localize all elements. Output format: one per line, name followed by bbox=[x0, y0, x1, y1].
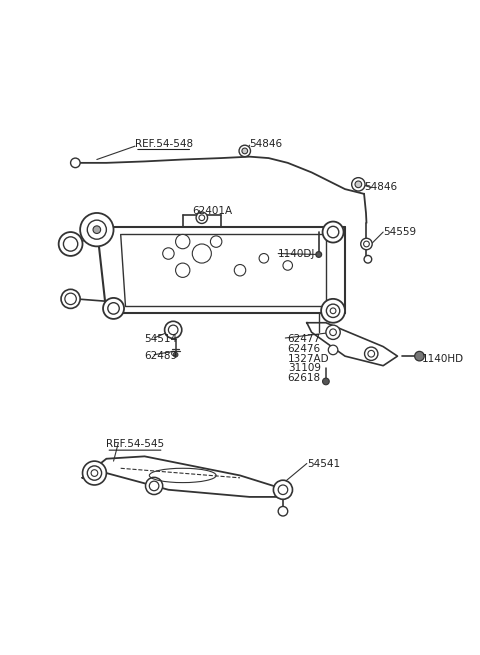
Circle shape bbox=[328, 345, 338, 355]
Text: 54846: 54846 bbox=[250, 139, 283, 149]
Circle shape bbox=[326, 304, 340, 318]
Circle shape bbox=[196, 212, 207, 223]
Circle shape bbox=[87, 220, 107, 239]
Polygon shape bbox=[307, 323, 397, 365]
Text: 1327AD: 1327AD bbox=[288, 354, 329, 364]
Circle shape bbox=[330, 308, 336, 314]
Circle shape bbox=[352, 178, 365, 191]
Circle shape bbox=[93, 226, 101, 233]
Circle shape bbox=[283, 261, 292, 271]
Circle shape bbox=[65, 293, 76, 305]
Circle shape bbox=[199, 215, 204, 221]
Circle shape bbox=[361, 238, 372, 250]
Circle shape bbox=[278, 485, 288, 495]
Circle shape bbox=[63, 237, 78, 251]
Text: 62401A: 62401A bbox=[192, 206, 232, 215]
Circle shape bbox=[163, 248, 174, 259]
Circle shape bbox=[242, 148, 248, 154]
Text: 31109: 31109 bbox=[288, 363, 321, 373]
Circle shape bbox=[326, 325, 340, 339]
Circle shape bbox=[415, 351, 424, 361]
Text: REF.54-545: REF.54-545 bbox=[107, 440, 165, 449]
Circle shape bbox=[327, 227, 339, 238]
Text: 62477: 62477 bbox=[288, 335, 321, 345]
Circle shape bbox=[176, 234, 190, 249]
Circle shape bbox=[59, 232, 83, 256]
Circle shape bbox=[145, 477, 163, 495]
Text: 62476: 62476 bbox=[288, 344, 321, 354]
Circle shape bbox=[323, 221, 344, 242]
Text: REF.54-548: REF.54-548 bbox=[135, 139, 193, 149]
Circle shape bbox=[364, 347, 378, 360]
Circle shape bbox=[149, 481, 159, 491]
Text: 62618: 62618 bbox=[288, 373, 321, 383]
Circle shape bbox=[210, 236, 222, 248]
Circle shape bbox=[108, 303, 119, 314]
Circle shape bbox=[259, 253, 269, 263]
Circle shape bbox=[239, 145, 251, 157]
Circle shape bbox=[168, 325, 178, 335]
Text: 54514: 54514 bbox=[144, 335, 178, 345]
Circle shape bbox=[173, 352, 178, 357]
Circle shape bbox=[80, 213, 114, 246]
Circle shape bbox=[83, 461, 107, 485]
Circle shape bbox=[103, 298, 124, 319]
Circle shape bbox=[323, 378, 329, 384]
Circle shape bbox=[91, 470, 98, 476]
Text: 1140DJ: 1140DJ bbox=[278, 248, 315, 259]
Circle shape bbox=[61, 290, 80, 309]
Text: 54541: 54541 bbox=[307, 458, 340, 468]
Circle shape bbox=[234, 265, 246, 276]
Circle shape bbox=[87, 466, 102, 480]
Circle shape bbox=[274, 480, 292, 499]
Circle shape bbox=[176, 263, 190, 277]
Text: 54559: 54559 bbox=[383, 227, 416, 237]
Text: 1140HD: 1140HD bbox=[421, 354, 464, 364]
Text: 62489: 62489 bbox=[144, 351, 178, 361]
Circle shape bbox=[71, 158, 80, 168]
Circle shape bbox=[316, 252, 322, 257]
Circle shape bbox=[278, 506, 288, 516]
Polygon shape bbox=[83, 457, 288, 497]
Circle shape bbox=[364, 255, 372, 263]
Text: 54846: 54846 bbox=[364, 181, 397, 192]
Circle shape bbox=[364, 241, 369, 247]
Circle shape bbox=[192, 244, 211, 263]
Circle shape bbox=[368, 350, 374, 357]
Circle shape bbox=[355, 181, 362, 188]
Circle shape bbox=[330, 329, 336, 335]
Circle shape bbox=[321, 299, 345, 323]
Circle shape bbox=[165, 322, 182, 339]
